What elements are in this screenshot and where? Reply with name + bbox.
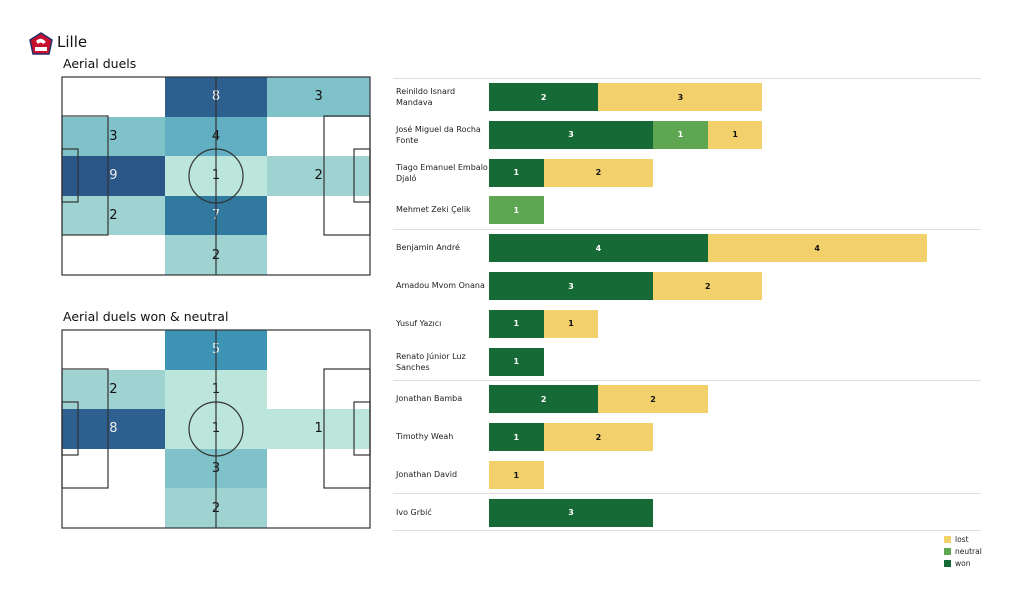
separator xyxy=(393,78,981,79)
bar-segment-neutral: 1 xyxy=(489,196,544,225)
bar-segment-won: 1 xyxy=(489,423,544,452)
bar-segment-won: 2 xyxy=(489,83,599,111)
heatmap-cell xyxy=(62,448,165,489)
heatmap-cell: 8 xyxy=(62,409,165,449)
player-name: Ivo Grbić xyxy=(396,507,432,517)
heatmap-cell: 2 xyxy=(62,195,165,236)
pitch-lines xyxy=(61,76,371,276)
pitch-title: Aerial duels won & neutral xyxy=(63,309,229,324)
heatmap-cell xyxy=(267,369,370,410)
player-name: Amadou Mvom Onana xyxy=(396,281,485,290)
team-name: Lille xyxy=(57,33,88,51)
bar-segment-lost: 2 xyxy=(543,423,654,452)
bar-segment-neutral: 1 xyxy=(653,120,708,149)
bar-segment-lost: 3 xyxy=(598,83,763,111)
legend-item-lost: lost xyxy=(944,535,969,544)
separator xyxy=(393,493,981,494)
bar-segment-lost: 1 xyxy=(707,120,763,149)
heatmap-cell xyxy=(62,488,165,528)
heatmap-cell xyxy=(62,235,165,275)
player-name: José Miguel da Rocha Fonte xyxy=(396,124,481,145)
player-name: Tiago Emanuel Embalo Djaló xyxy=(396,162,488,183)
heatmap-cell xyxy=(267,448,370,489)
player-name: Reinildo Isnard Mandava xyxy=(396,87,456,107)
player-name: Jonathan David xyxy=(396,470,458,479)
heatmap-cell xyxy=(267,488,370,528)
separator xyxy=(393,229,981,230)
player-name: Benjamin André xyxy=(396,243,460,253)
heatmap-cell xyxy=(62,77,165,117)
legend-swatch xyxy=(944,548,951,555)
pitch-title: Aerial duels xyxy=(63,56,137,71)
bar-segment-won: 2 xyxy=(489,385,599,414)
bar-segment-won: 1 xyxy=(489,347,544,376)
legend-label: won xyxy=(955,559,971,568)
heatmap-cell xyxy=(267,330,370,370)
legend-swatch xyxy=(944,560,951,567)
bar-segment-won: 3 xyxy=(489,272,654,300)
bar-segment-won: 3 xyxy=(489,498,654,527)
player-name: Renato Júnior Luz Sanches xyxy=(396,351,466,372)
legend-label: neutral xyxy=(955,547,982,556)
heatmap-cell: 2 xyxy=(267,156,370,196)
bar-segment-won: 1 xyxy=(489,309,544,338)
bar-segment-won: 3 xyxy=(489,120,654,149)
player-name: Mehmet Zeki Çelik xyxy=(396,205,471,215)
bar-segment-lost: 2 xyxy=(653,272,763,300)
heatmap-cell: 3 xyxy=(267,77,370,117)
bar-segment-lost: 4 xyxy=(707,234,927,263)
heatmap-cell: 9 xyxy=(62,156,165,196)
bar-segment-lost: 1 xyxy=(543,309,599,338)
separator xyxy=(393,530,981,531)
legend-item-won: won xyxy=(944,559,970,568)
bar-segment-lost: 1 xyxy=(489,461,544,489)
pitch-lines xyxy=(61,329,371,529)
bar-segment-won: 1 xyxy=(489,158,544,187)
legend-item-neutral: neutral xyxy=(944,547,982,556)
separator xyxy=(393,380,981,381)
heatmap-cell: 1 xyxy=(267,409,370,449)
bar-segment-lost: 2 xyxy=(543,158,654,187)
heatmap-cell xyxy=(267,116,370,157)
heatmap-cell xyxy=(62,330,165,370)
heatmap-cell: 3 xyxy=(62,116,165,157)
legend-label: lost xyxy=(955,535,969,544)
player-name: Yusuf Yazıcı xyxy=(396,318,442,328)
heatmap-cell: 2 xyxy=(62,369,165,410)
legend-swatch xyxy=(944,536,951,543)
heatmap-cell xyxy=(267,235,370,275)
player-name: Timothy Weah xyxy=(396,432,454,442)
bar-segment-lost: 2 xyxy=(598,385,708,414)
heatmap-cell xyxy=(267,195,370,236)
bar-segment-won: 4 xyxy=(489,234,708,263)
player-name: Jonathan Bamba xyxy=(396,394,463,404)
lille-logo-icon xyxy=(29,32,53,55)
